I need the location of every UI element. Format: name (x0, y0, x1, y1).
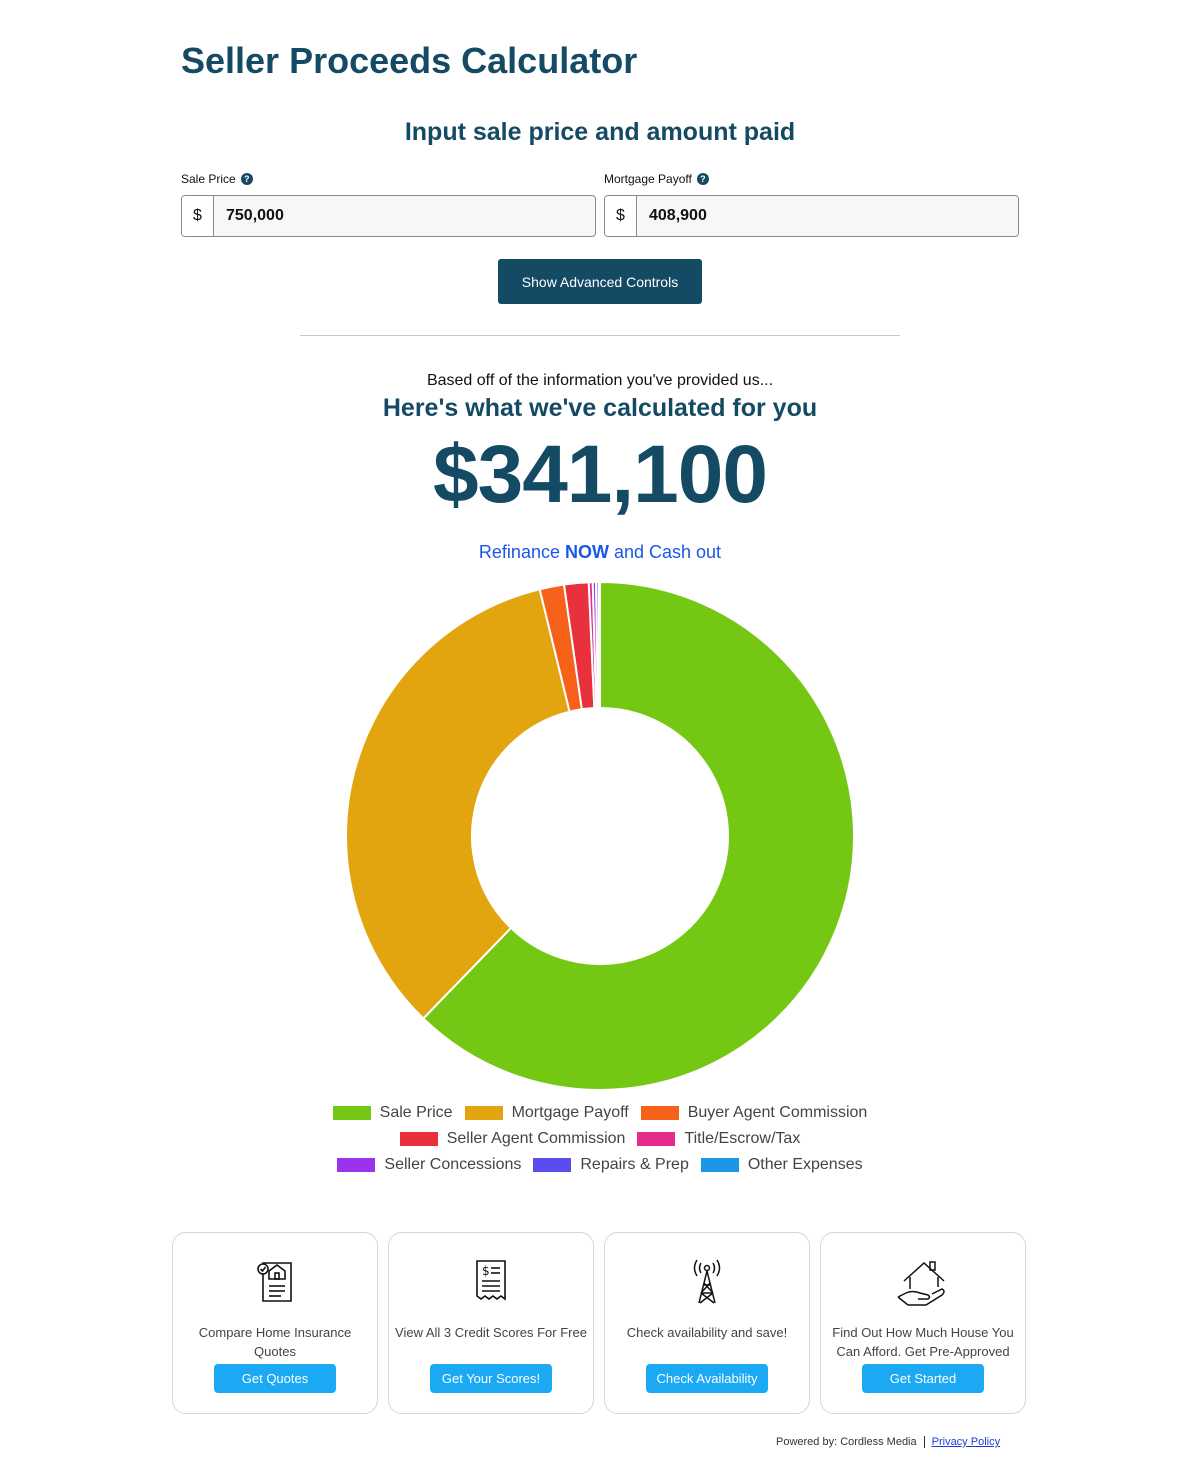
chart-legend: Sale Price Mortgage Payoff Buyer Agent Com… (0, 1100, 1200, 1178)
legend-label: Seller Concessions (384, 1156, 522, 1173)
page-title: Seller Proceeds Calculator (181, 40, 638, 81)
legend-label: Repairs & Prep (580, 1156, 689, 1173)
legend-swatch (700, 1158, 739, 1172)
card-description: Check availability and save! (626, 1325, 788, 1340)
legend-swatch (637, 1132, 676, 1146)
legend-label: Seller Agent Commission (446, 1130, 626, 1147)
insurance-document-icon (257, 1262, 292, 1302)
donut-slice-sale-price[interactable] (421, 580, 855, 1091)
currency-addon: $ (605, 196, 637, 236)
legend-item[interactable]: Sale Price (332, 1104, 453, 1122)
refinance-link-post: and Cash out (608, 542, 722, 562)
proceeds-amount: $341,100 (432, 429, 768, 520)
donut-slice-mortgage-payoff[interactable] (345, 588, 571, 1020)
card-description: Find Out How Much House You Can Afford. … (832, 1325, 1014, 1359)
offer-card-insurance: Compare Home Insurance Quotes Get Quotes (172, 1232, 378, 1414)
offer-card-credit: $ View All 3 Credit Scores For Free Get … (388, 1232, 594, 1414)
currency-addon: $ (182, 196, 214, 236)
legend-row: Seller Concessions Repairs & Prep Other Ex… (331, 1152, 868, 1178)
card-description: View All 3 Credit Scores For Free (395, 1325, 587, 1340)
legend-label: Mortgage Payoff (511, 1104, 629, 1121)
offer-card-availability: Check availability and save! Check Avail… (604, 1232, 810, 1414)
help-icon[interactable]: ? (696, 173, 709, 185)
offer-card-preapproval: Find Out How Much House You Can Afford. … (820, 1232, 1026, 1414)
powered-by-text: Powered by: Cordless Media (776, 1436, 917, 1448)
results-heading: Here's what we've calculated for you (382, 394, 818, 422)
donut-slice-other-expenses[interactable] (597, 580, 601, 710)
mortgage-payoff-input[interactable]: 408,900 (649, 207, 707, 224)
footer: Powered by: Cordless Media Privacy Polic… (776, 1436, 1000, 1448)
legend-swatch (533, 1158, 572, 1172)
legend-item[interactable]: Repairs & Prep (533, 1156, 689, 1174)
legend-item[interactable]: Other Expenses (700, 1156, 863, 1174)
legend-label: Sale Price (379, 1104, 453, 1121)
divider (300, 335, 900, 336)
sale-price-input[interactable]: 750,000 (226, 207, 284, 224)
refinance-link[interactable]: Refinance NOW and Cash out (0, 542, 1200, 563)
get-quotes-button[interactable]: Get Quotes (214, 1364, 336, 1393)
legend-label: Buyer Agent Commission (687, 1104, 868, 1121)
get-started-button[interactable]: Get Started (862, 1364, 984, 1393)
svg-text:$: $ (482, 1264, 490, 1278)
sale-price-field: Sale Price ? $ 750,000 (181, 171, 596, 237)
card-description: Compare Home Insurance Quotes (198, 1325, 352, 1359)
legend-label: Title/Escrow/Tax (684, 1130, 801, 1147)
signal-tower-icon (693, 1259, 721, 1304)
legend-item[interactable]: Seller Concessions (337, 1156, 521, 1174)
legend-label: Other Expenses (747, 1156, 863, 1173)
mortgage-payoff-input-group: $ 408,900 (604, 195, 1019, 237)
legend-item[interactable]: Title/Escrow/Tax (637, 1130, 800, 1148)
credit-receipt-icon: $ (476, 1260, 506, 1301)
sale-price-label: Sale Price (181, 172, 236, 186)
check-availability-button[interactable]: Check Availability (646, 1364, 768, 1393)
legend-item[interactable]: Mortgage Payoff (464, 1104, 629, 1122)
legend-swatch (464, 1106, 503, 1120)
footer-separator (923, 1436, 925, 1448)
refinance-link-pre: Refinance (478, 542, 565, 562)
section-subtitle: Input sale price and amount paid (404, 118, 796, 146)
sale-price-input-group: $ 750,000 (181, 195, 596, 237)
results-intro: Based off of the information you've prov… (426, 372, 774, 389)
mortgage-payoff-field: Mortgage Payoff ? $ 408,900 (604, 171, 1019, 237)
get-your-scores-button[interactable]: Get Your Scores! (430, 1364, 552, 1393)
privacy-policy-link[interactable]: Privacy Policy (931, 1436, 1001, 1448)
legend-item[interactable]: Buyer Agent Commission (640, 1104, 868, 1122)
help-icon[interactable]: ? (240, 173, 253, 185)
show-advanced-controls-button[interactable]: Show Advanced Controls (498, 259, 702, 304)
legend-swatch (332, 1106, 371, 1120)
house-in-hand-icon (897, 1261, 945, 1306)
legend-swatch (399, 1132, 438, 1146)
legend-swatch (337, 1158, 376, 1172)
mortgage-payoff-label: Mortgage Payoff (604, 172, 692, 186)
refinance-link-bold: NOW (564, 542, 609, 562)
legend-row: Seller Agent Commission Title/Escrow/Tax (394, 1126, 807, 1152)
legend-row: Sale Price Mortgage Payoff Buyer Agent Com… (327, 1100, 874, 1126)
legend-swatch (640, 1106, 679, 1120)
proceeds-donut-chart (345, 580, 855, 1091)
legend-item[interactable]: Seller Agent Commission (399, 1130, 626, 1148)
